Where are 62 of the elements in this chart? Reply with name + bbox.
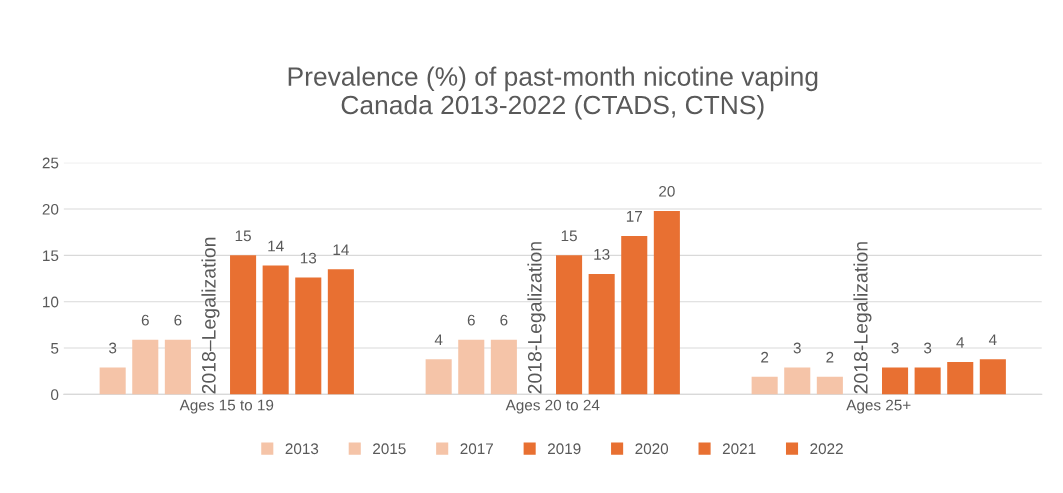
- data-label: 6: [467, 314, 475, 326]
- bar: [556, 255, 583, 395]
- data-label: 3: [923, 342, 932, 354]
- data-label: 15: [561, 230, 577, 242]
- data-label: 13: [594, 248, 610, 260]
- bar: [653, 210, 680, 395]
- data-label: 4: [956, 337, 965, 348]
- bar: [979, 359, 1006, 395]
- bar: [132, 339, 159, 395]
- bar: [425, 359, 452, 395]
- y-tick-label: 15: [43, 250, 59, 262]
- data-label: 14: [268, 240, 284, 252]
- data-label: 14: [333, 244, 349, 255]
- annotation: 2018–Legalization: [201, 237, 220, 394]
- data-label: 13: [300, 252, 317, 264]
- bar: [490, 339, 517, 395]
- x-tick-label: Ages 25+: [846, 399, 911, 414]
- bar: [458, 339, 485, 395]
- bar: [327, 269, 354, 395]
- chart-title: Prevalence (%) of past-month nicotine vaping Canada 2013-2022 (CTADS, CTNS): [288, 66, 818, 120]
- bar: [295, 277, 322, 395]
- data-label: 3: [793, 342, 801, 354]
- bar: [164, 339, 191, 395]
- data-label: 6: [174, 314, 182, 326]
- data-label: 3: [891, 342, 899, 354]
- data-label: 2: [826, 351, 834, 363]
- bar: [947, 361, 974, 395]
- data-label: 6: [141, 314, 149, 326]
- data-label: 3: [109, 342, 117, 354]
- data-label: 4: [988, 334, 997, 345]
- legend-label: 2020: [635, 443, 669, 455]
- data-label: 6: [500, 314, 508, 326]
- bar: [621, 235, 648, 395]
- legend-label: 2015: [373, 443, 406, 455]
- legend-label: 2013: [285, 443, 319, 455]
- bar: [882, 367, 909, 395]
- bar: [230, 255, 257, 395]
- bar: [262, 265, 289, 395]
- data-label: 20: [659, 185, 675, 197]
- x-tick-label: Ages 15 to 19: [179, 399, 274, 414]
- data-label: 15: [235, 230, 251, 242]
- data-label: 17: [626, 211, 642, 222]
- bar: [99, 367, 126, 395]
- bar: [816, 376, 843, 395]
- legend-label: 2021: [722, 443, 756, 455]
- bar: [588, 273, 615, 395]
- data-label: 4: [434, 334, 443, 345]
- y-tick-label: 20: [42, 203, 59, 215]
- legend-label: 2019: [548, 443, 581, 455]
- bar: [784, 367, 811, 395]
- data-label: 2: [761, 351, 769, 363]
- x-tick-label: Ages 20 to 24: [505, 399, 600, 414]
- bar: [751, 376, 778, 395]
- y-tick-label: 0: [51, 389, 59, 401]
- legend-label: 2022: [810, 443, 843, 455]
- y-tick-label: 10: [43, 296, 59, 308]
- annotation: 2018-Legalization: [853, 242, 872, 394]
- legend-label: 2017: [460, 443, 493, 455]
- y-tick-label: 25: [42, 157, 59, 169]
- y-tick-label: 5: [51, 343, 59, 354]
- bar: [914, 367, 941, 395]
- annotation: 2018-Legalization: [527, 242, 546, 394]
